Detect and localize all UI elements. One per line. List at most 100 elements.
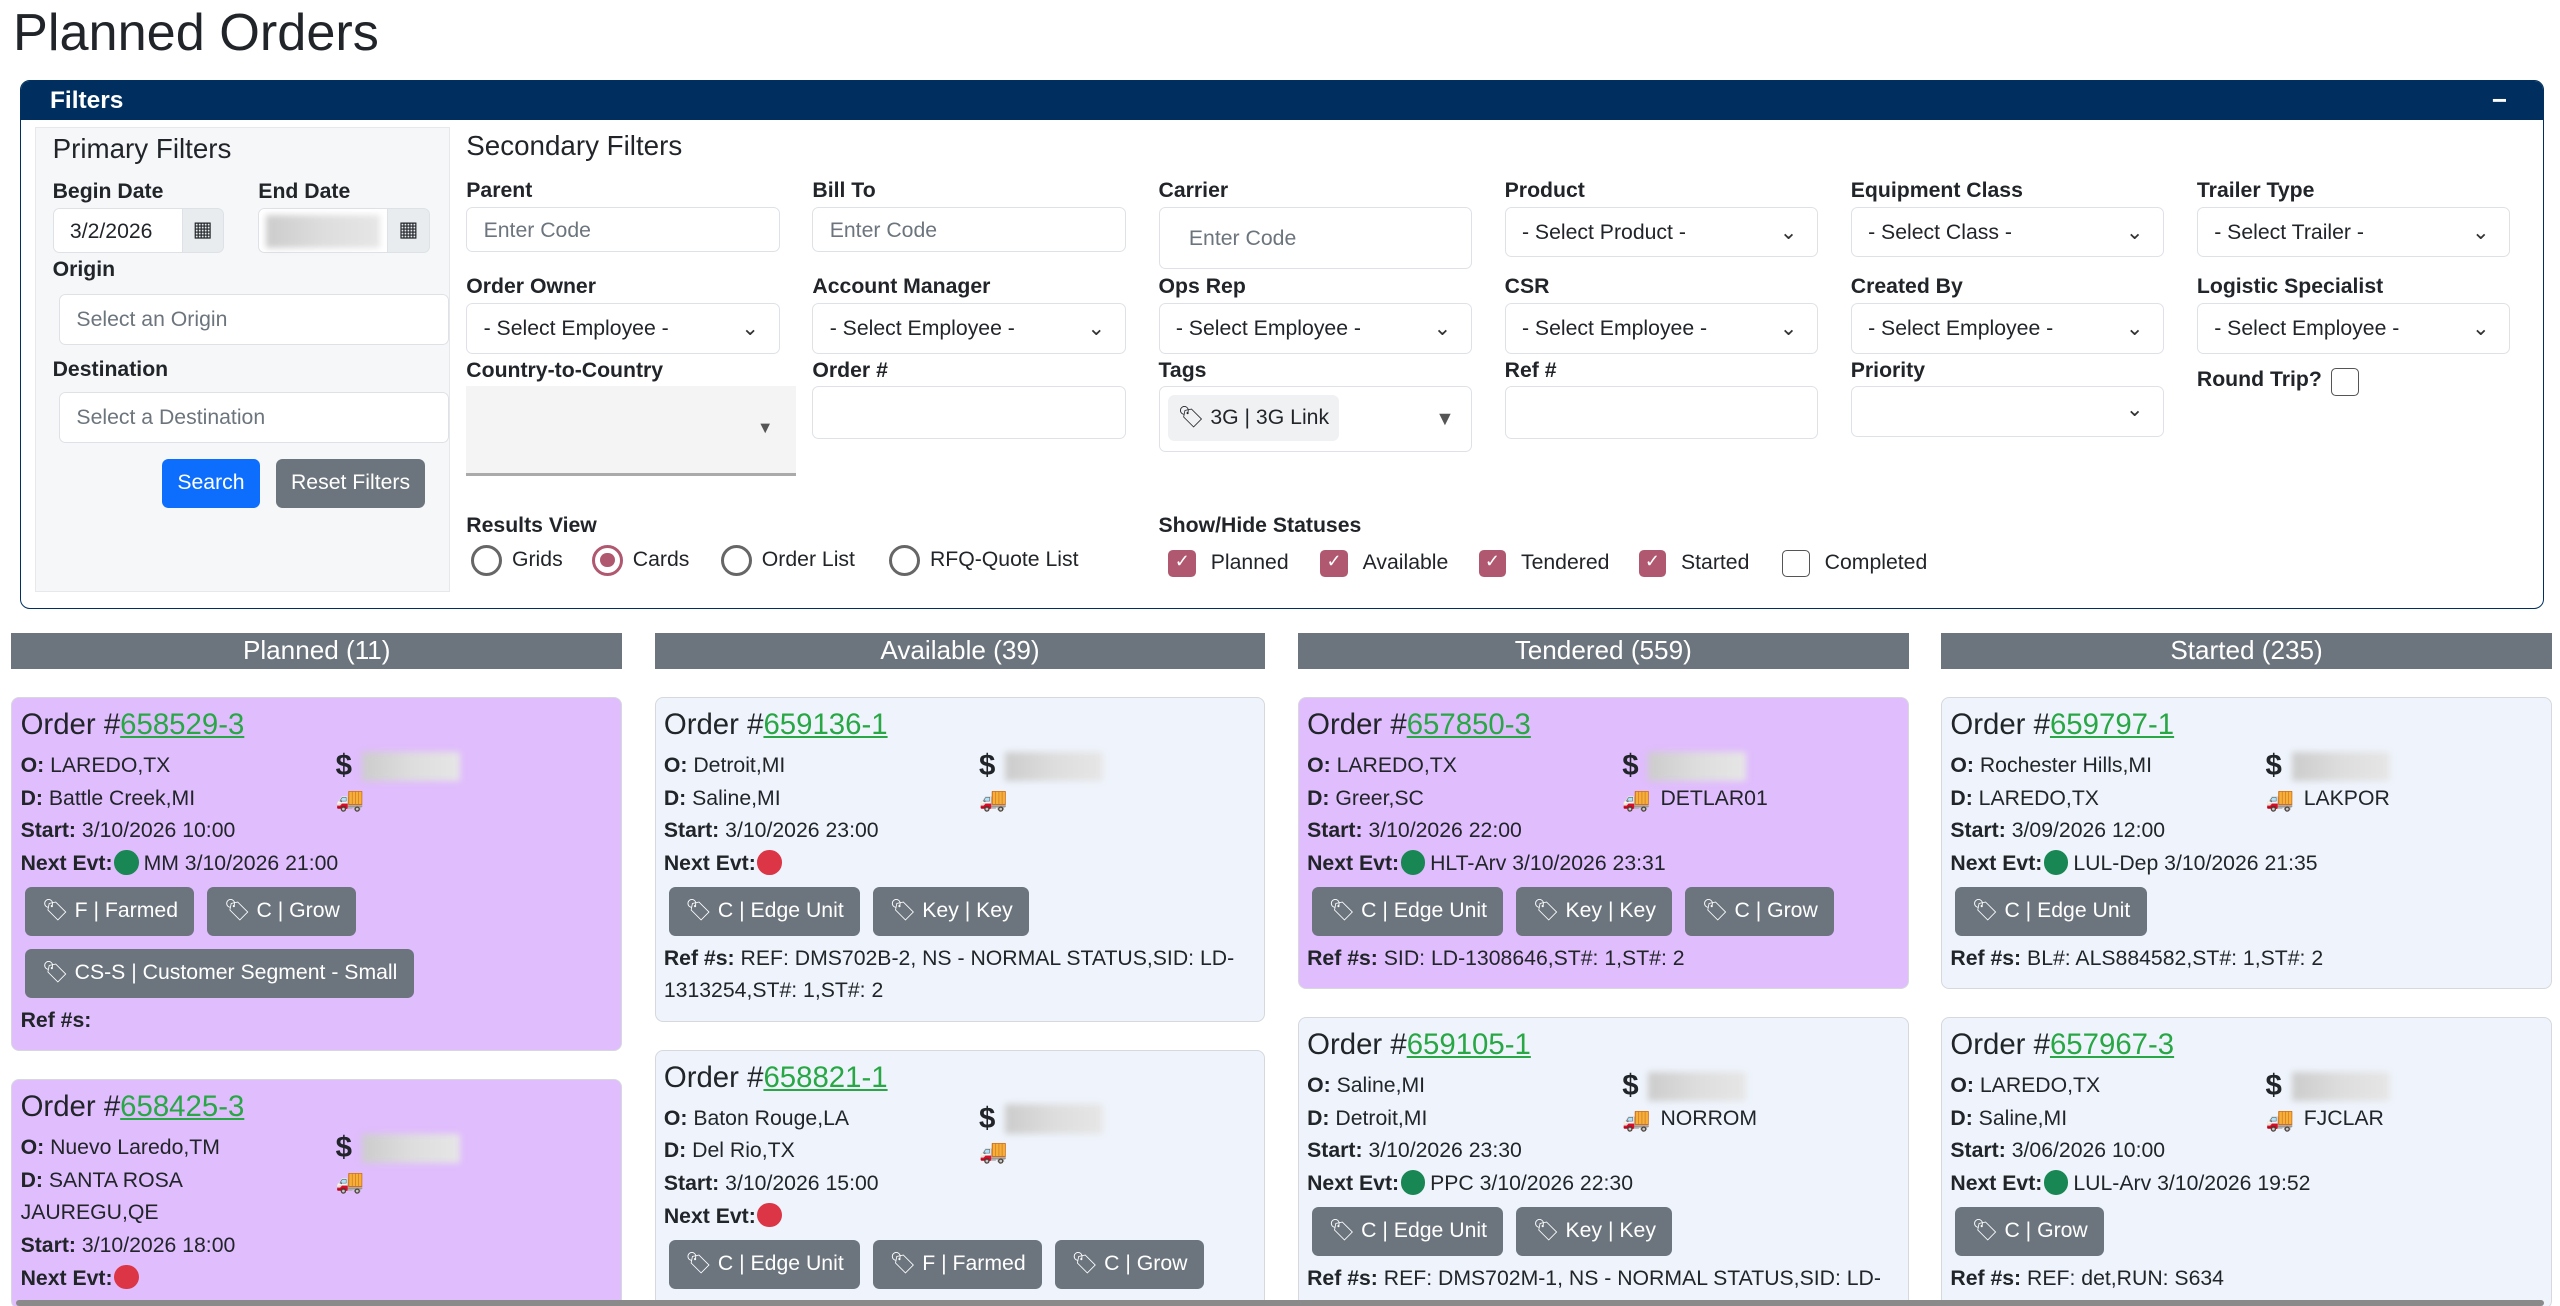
tag-label: F | Farmed: [922, 1251, 1026, 1275]
tag-button[interactable]: 🏷 C | Grow: [1054, 1239, 1204, 1289]
dropdown-arrow-icon: ▼: [1435, 408, 1455, 431]
tag-button[interactable]: 🏷 Key | Key: [1516, 1207, 1673, 1257]
status-tendered[interactable]: ✓ Tendered: [1478, 549, 1610, 578]
tag-icon: 🏷: [1971, 899, 1999, 923]
tags-select[interactable]: 🏷 3G | 3G Link ▼: [1158, 386, 1472, 452]
status-label: Tendered: [1520, 551, 1610, 575]
tag-button[interactable]: 🏷 F | Farmed: [873, 1239, 1042, 1289]
status-checkbox[interactable]: ✓: [1638, 549, 1667, 578]
tag-button[interactable]: 🏷 C | Edge Unit: [1955, 887, 2147, 937]
status-checkbox[interactable]: ✓: [1478, 549, 1507, 578]
radio-button[interactable]: [720, 544, 752, 576]
radio-button[interactable]: [471, 544, 503, 576]
account-manager-select[interactable]: - Select Employee - ⌄: [812, 303, 1126, 354]
refs-value: REF: DMS702B-2, NS - NORMAL STATUS,SID: …: [663, 946, 1235, 1003]
event-status-dot: [757, 1202, 782, 1228]
next-event-label: Next Evt:: [20, 851, 113, 875]
results-view-cards[interactable]: Cards: [592, 544, 689, 576]
results-view-order-list[interactable]: Order List: [720, 544, 855, 576]
tag-button[interactable]: 🏷 CS-S | Customer Segment - Small: [25, 949, 414, 999]
order-owner-select[interactable]: - Select Employee - ⌄: [466, 303, 780, 354]
tag-button[interactable]: 🏷 C | Grow: [1685, 887, 1835, 937]
tag-button[interactable]: 🏷 C | Grow: [1955, 1207, 2105, 1257]
order-link[interactable]: 659797-1: [2049, 707, 2175, 741]
begin-date-input[interactable]: 3/2/2026: [52, 207, 184, 254]
reset-filters-button[interactable]: Reset Filters: [276, 459, 425, 509]
status-column: Tendered (559) Order #657850-3 O: LAREDO…: [1297, 633, 1909, 1306]
calendar-icon[interactable]: ▦: [387, 207, 430, 254]
filters-header[interactable]: Filters −: [20, 80, 2544, 121]
created-by-select[interactable]: - Select Employee - ⌄: [1850, 303, 2165, 354]
status-checkbox[interactable]: [1782, 549, 1810, 578]
order-link[interactable]: 659105-1: [1406, 1027, 1531, 1061]
destination-value: Saline,MI: [692, 786, 781, 810]
logistic-specialist-select[interactable]: - Select Employee - ⌄: [2196, 303, 2511, 354]
product-select[interactable]: - Select Product - ⌄: [1504, 206, 1819, 258]
results-view-rfq-quote-list[interactable]: RFQ-Quote List: [889, 544, 1079, 576]
primary-filters: Primary Filters Begin Date End Date 3/2/…: [35, 126, 451, 593]
order-number-input[interactable]: [812, 386, 1126, 439]
tag-button[interactable]: 🏷 C | Edge Unit: [1312, 1207, 1504, 1257]
round-trip-checkbox[interactable]: [2330, 368, 2359, 397]
order-title: Order #657967-3: [1950, 1028, 2542, 1062]
status-completed[interactable]: Completed: [1782, 549, 1927, 578]
csr-select[interactable]: - Select Employee - ⌄: [1504, 303, 1819, 354]
order-link[interactable]: 658821-1: [763, 1060, 888, 1094]
status-available[interactable]: ✓ Available: [1320, 549, 1448, 578]
ref-number-input[interactable]: [1504, 386, 1819, 439]
created-by-value: - Select Employee -: [1868, 317, 2054, 341]
order-link[interactable]: 657850-3: [1406, 707, 1531, 741]
tag-icon: 🏷: [41, 961, 69, 985]
status-column: Planned (11) Order #658529-3 O: LAREDO,T…: [11, 633, 623, 1306]
status-planned[interactable]: ✓ Planned: [1168, 549, 1289, 578]
tag-button[interactable]: 🏷 C | Edge Unit: [1312, 887, 1504, 937]
tag-button[interactable]: 🏷 F | Farmed: [25, 887, 195, 937]
destination-label: Destination: [52, 357, 169, 381]
equipment-class-label: Equipment Class: [1850, 178, 2023, 202]
tag-button[interactable]: 🏷 C | Edge Unit: [668, 1239, 861, 1289]
calendar-icon[interactable]: ▦: [181, 207, 224, 254]
order-link[interactable]: 657967-3: [2049, 1027, 2175, 1061]
results-view-grids[interactable]: Grids: [471, 544, 563, 576]
bill-to-input[interactable]: Enter Code: [812, 206, 1126, 253]
event-status-dot: [2043, 850, 2069, 875]
tag-label: C | Grow: [1104, 1251, 1188, 1275]
radio-button[interactable]: [592, 544, 624, 576]
origin-value: Detroit,MI: [693, 754, 786, 778]
priority-label: Priority: [1850, 358, 1926, 382]
tag-button[interactable]: 🏷 C | Grow: [207, 887, 357, 937]
carrier-code: NORROM: [1660, 1106, 1758, 1130]
country-select[interactable]: ▼: [466, 386, 797, 476]
destination-input[interactable]: Select a Destination: [59, 392, 450, 443]
tag-icon: 🏷: [685, 1251, 712, 1275]
start-value: 3/10/2026 22:00: [1368, 819, 1522, 843]
refs-value: SID: LD-1308646,ST#: 1,ST#: 2: [1383, 946, 1685, 970]
search-button[interactable]: Search: [161, 459, 260, 509]
order-owner-value: - Select Employee -: [483, 317, 669, 341]
tag-button[interactable]: 🏷 Key | Key: [1516, 887, 1673, 937]
parent-input[interactable]: Enter Code: [466, 206, 780, 253]
radio-button[interactable]: [889, 544, 921, 576]
status-started[interactable]: ✓ Started: [1638, 549, 1749, 578]
tag-button[interactable]: 🏷 C | Edge Unit: [668, 887, 861, 937]
order-link[interactable]: 659136-1: [763, 707, 888, 741]
tag-icon: 🏷: [1971, 1219, 1999, 1243]
order-link[interactable]: 658425-3: [120, 1089, 245, 1123]
trailer-type-select[interactable]: - Select Trailer - ⌄: [2196, 206, 2511, 258]
status-checkbox[interactable]: ✓: [1320, 549, 1348, 578]
collapse-button[interactable]: −: [2491, 84, 2508, 115]
horizontal-scrollbar[interactable]: [16, 1299, 2544, 1306]
ops-rep-select[interactable]: - Select Employee - ⌄: [1158, 303, 1472, 354]
order-owner-label: Order Owner: [466, 275, 596, 299]
tag-chip[interactable]: 🏷 3G | 3G Link: [1167, 395, 1339, 442]
equipment-class-select[interactable]: - Select Class - ⌄: [1850, 206, 2165, 258]
origin-input[interactable]: Select an Origin: [59, 294, 450, 345]
end-date-input[interactable]: [258, 207, 389, 254]
status-checkbox[interactable]: ✓: [1168, 549, 1197, 578]
carrier-input[interactable]: Enter Code: [1158, 206, 1472, 269]
priority-select[interactable]: ⌄: [1850, 386, 2165, 437]
destination-value: Battle Creek,MI: [48, 786, 196, 810]
order-link[interactable]: 658529-3: [120, 707, 245, 741]
origin-label: O:: [1307, 1074, 1331, 1097]
tag-button[interactable]: 🏷 Key | Key: [873, 887, 1029, 937]
